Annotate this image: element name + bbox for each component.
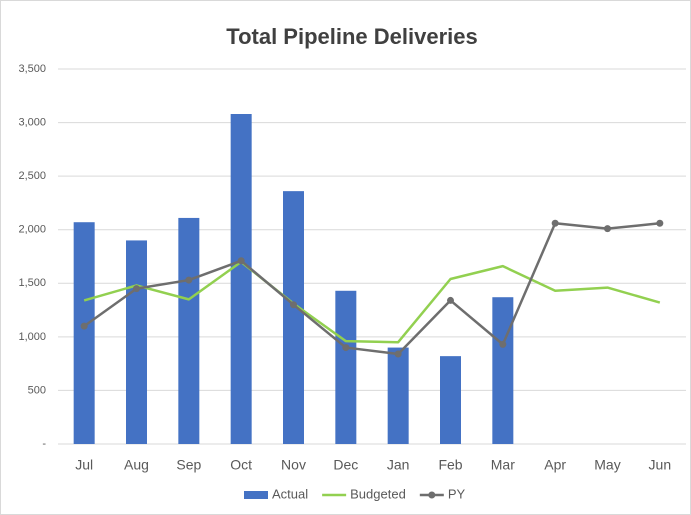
x-tick-label: Apr [544,457,566,473]
x-tick-label: Jul [75,457,93,473]
line [83,260,661,344]
line-marker [656,219,664,227]
line-marker [290,301,297,309]
y-tick-label: 500 [28,384,46,396]
bar [440,356,461,444]
y-tick-label: 2,500 [18,170,46,182]
x-tick-label: Dec [333,457,358,473]
legend-label: Budgeted [350,486,406,501]
y-tick-label: 3,500 [18,63,46,75]
bar [283,191,304,444]
legend-marker [428,491,436,499]
line-marker [447,296,454,304]
y-tick-label: 3,000 [18,116,46,128]
line [83,222,660,356]
x-tick-label: May [594,457,620,473]
x-tick-label: Jan [387,457,410,473]
line-marker [342,344,350,352]
x-tick-label: Aug [124,457,149,473]
bar [492,297,514,444]
line-marker [133,285,140,293]
line-marker [237,257,245,265]
y-tick-label: - [42,438,46,450]
x-tick-label: Feb [438,457,462,473]
line-marker [185,276,193,284]
x-tick-label: Oct [230,457,252,473]
bar [230,114,252,444]
x-tick-label: Jun [649,457,672,473]
y-tick-label: 1,000 [18,331,46,343]
bar [387,347,409,444]
chart-title: Total Pipeline Deliveries [226,24,477,49]
y-tick-label: 2,000 [18,224,46,236]
legend-label: Actual [272,486,308,501]
bar [73,222,95,444]
x-tick-label: Nov [281,457,306,473]
bar [178,217,200,444]
line-marker [604,225,611,233]
bar [335,290,357,444]
legend-label: PY [448,486,466,501]
line-marker [499,340,507,348]
line-marker [394,350,402,358]
line-marker [80,322,88,330]
bar [126,240,147,444]
line-marker [551,219,559,227]
x-tick-label: Mar [491,457,515,473]
x-tick-label: Sep [176,457,201,473]
legend-swatch [244,491,268,499]
y-tick-label: 1,500 [18,277,46,289]
